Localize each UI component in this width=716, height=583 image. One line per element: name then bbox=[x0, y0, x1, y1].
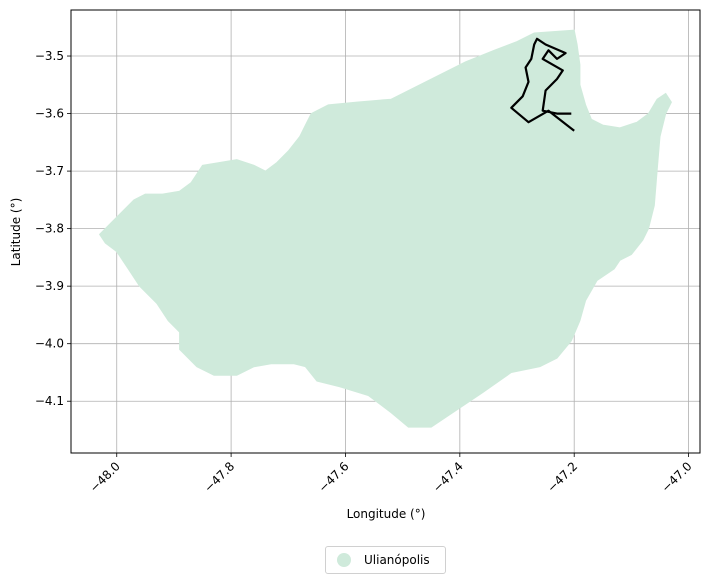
y-tick-label: −3.9 bbox=[35, 279, 64, 293]
legend-swatch bbox=[337, 553, 351, 567]
y-axis-label: Latitude (°) bbox=[9, 198, 23, 267]
y-tick-label: −3.5 bbox=[35, 49, 64, 63]
ulianopolis-region bbox=[98, 29, 672, 428]
y-tick-label: −4.0 bbox=[35, 337, 64, 351]
x-axis-label: Longitude (°) bbox=[347, 507, 426, 521]
y-tick-label: −3.6 bbox=[35, 107, 64, 121]
municipality-area bbox=[98, 29, 672, 428]
axes-frame bbox=[70, 9, 701, 454]
highlight-outline bbox=[510, 37, 575, 132]
outline-path bbox=[510, 37, 575, 132]
legend: Ulianópolis bbox=[325, 546, 446, 574]
y-tick-label: −4.1 bbox=[35, 394, 64, 408]
y-tick-label: −3.8 bbox=[35, 222, 64, 236]
y-tick-label: −3.7 bbox=[35, 164, 64, 178]
legend-label: Ulianópolis bbox=[364, 553, 430, 567]
